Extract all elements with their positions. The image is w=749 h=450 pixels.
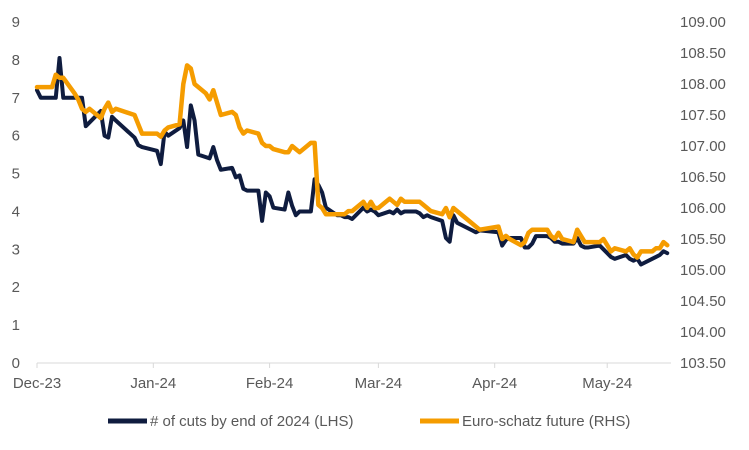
right-tick-label: 107.00 [680,138,726,155]
left-tick-label: 2 [12,279,20,296]
right-tick-label: 107.50 [680,107,726,124]
left-axis-ticks: 0 1 2 3 4 5 6 7 8 9 [12,14,20,372]
plot-series [34,55,670,267]
right-tick-label: 103.50 [680,355,726,372]
series-line-cuts [35,55,670,267]
right-tick-label: 104.00 [680,324,726,341]
x-tick-label: Jan-24 [130,375,176,392]
x-axis-ticks: Dec-23 Jan-24 Feb-24 Mar-24 Apr-24 May-24 [13,363,632,392]
series-line-schatz [34,63,670,260]
right-tick-label: 109.00 [680,14,726,31]
left-tick-label: 3 [12,241,20,258]
x-tick-label: Feb-24 [246,375,294,392]
x-tick-label: Apr-24 [472,375,517,392]
left-tick-label: 4 [12,203,20,220]
left-tick-label: 6 [12,128,20,145]
left-tick-label: 1 [12,317,20,334]
x-tick-label: May-24 [582,375,632,392]
left-tick-label: 0 [12,355,20,372]
right-tick-label: 105.00 [680,262,726,279]
x-tick-label: Mar-24 [355,375,403,392]
legend: # of cuts by end of 2024 (LHS) Euro-schat… [108,413,630,430]
left-tick-label: 8 [12,52,20,69]
right-tick-label: 108.00 [680,76,726,93]
legend-item-schatz-label: Euro-schatz future (RHS) [462,413,630,430]
legend-item-cuts-label: # of cuts by end of 2024 (LHS) [150,413,353,430]
right-axis-ticks: 103.50 104.00 104.50 105.00 105.50 106.00 106.… [680,14,726,372]
right-tick-label: 106.50 [680,169,726,186]
right-tick-label: 108.50 [680,45,726,62]
x-tick-label: Dec-23 [13,375,61,392]
left-tick-label: 9 [12,14,20,31]
left-tick-label: 7 [12,90,20,107]
right-tick-label: 105.50 [680,231,726,248]
right-tick-label: 104.50 [680,293,726,310]
left-tick-label: 5 [12,166,20,183]
right-tick-label: 106.00 [680,200,726,217]
